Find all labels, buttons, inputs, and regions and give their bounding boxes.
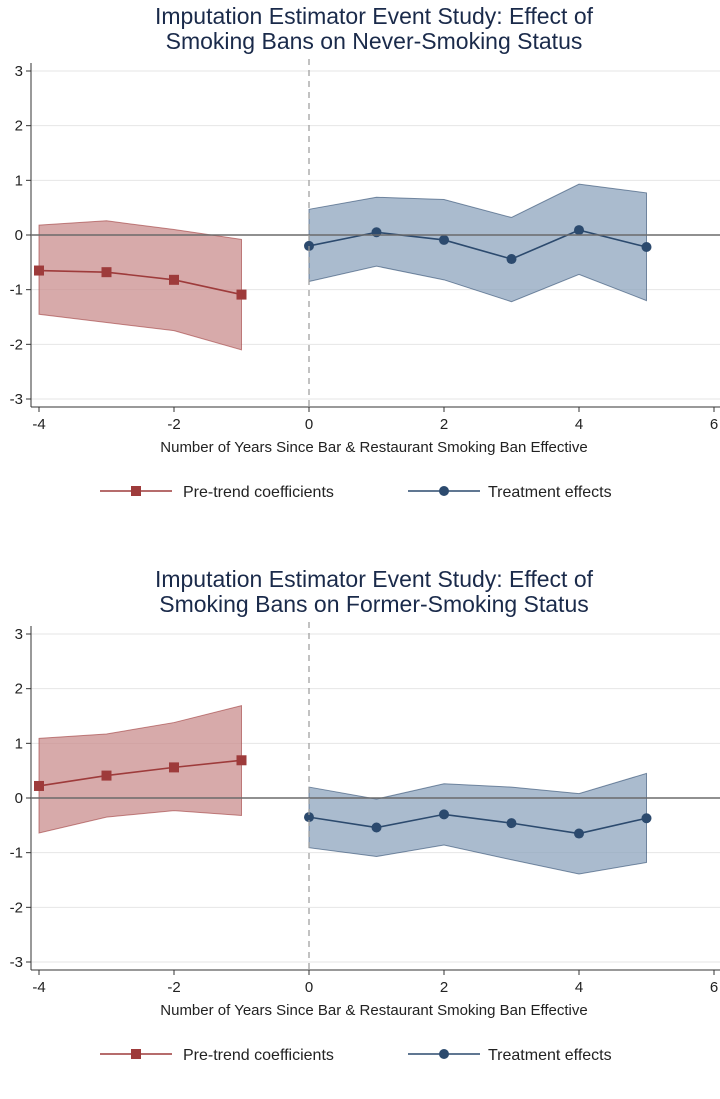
treatment-ci-band: [308, 772, 647, 875]
treatment-marker-x4: [574, 225, 584, 236]
y-tick-label: 1: [15, 735, 23, 752]
treatment-marker-x2: [439, 809, 449, 820]
y-tick-label: -3: [10, 391, 23, 408]
y-tick-label: -2: [10, 336, 23, 353]
y-tick-label: 3: [15, 63, 23, 80]
chart-title-line-1: Imputation Estimator Event Study: Effect…: [155, 3, 594, 29]
chart-title-line-1: Imputation Estimator Event Study: Effect…: [155, 566, 594, 592]
treatment-marker-x5: [641, 813, 652, 824]
treatment-legend-label: Treatment effects: [488, 1047, 612, 1064]
pre-trend-legend-label: Pre-trend coefficients: [183, 484, 334, 501]
x-tick-label: -2: [167, 979, 180, 996]
x-axis-label: Number of Years Since Bar & Restaurant S…: [160, 439, 587, 456]
treatment-marker-x0: [304, 240, 314, 251]
pre-trend-marker-x-4: [34, 780, 44, 791]
x-tick-label: 6: [710, 979, 718, 996]
treatment-marker-x1: [371, 822, 382, 833]
y-tick-label: 0: [15, 227, 23, 244]
x-tick-label: -4: [32, 416, 45, 433]
pre-trend-series-line: [38, 759, 242, 787]
chart-title-line-2: Smoking Bans on Never-Smoking Status: [166, 28, 583, 54]
y-tick-label: 1: [15, 172, 23, 189]
treatment-marker-x4: [574, 828, 584, 839]
pre-trend-legend-marker: [131, 1049, 141, 1059]
x-tick-label: -2: [167, 416, 180, 433]
pre-trend-marker-x-3: [101, 770, 112, 781]
y-tick-label: 0: [15, 790, 23, 807]
treatment-ci-band: [308, 183, 647, 303]
chart-panel-never-smoking: Imputation Estimator Event Study: Effect…: [0, 0, 720, 531]
treatment-series-line: [308, 813, 647, 835]
treatment-marker-x3: [506, 818, 517, 829]
y-tick-label: 2: [15, 681, 23, 698]
x-tick-label: 2: [440, 416, 448, 433]
treatment-legend-marker: [439, 486, 449, 496]
y-tick-label: 3: [15, 626, 23, 643]
x-tick-label: 0: [305, 979, 313, 996]
treatment-marker-x3: [506, 254, 517, 265]
x-tick-label: 0: [305, 416, 313, 433]
y-tick-label: 2: [15, 118, 23, 135]
x-tick-label: 6: [710, 416, 718, 433]
pre-trend-marker-x-1: [236, 289, 247, 300]
x-tick-label: 2: [440, 979, 448, 996]
x-axis-label: Number of Years Since Bar & Restaurant S…: [160, 1002, 587, 1019]
pre-trend-series-line: [38, 269, 242, 296]
x-tick-label: 4: [575, 979, 583, 996]
chart-never-smoking: Imputation Estimator Event Study: Effect…: [10, 3, 720, 501]
x-tick-label: 4: [575, 416, 583, 433]
y-tick-label: -1: [10, 282, 23, 299]
chart-title-line-2: Smoking Bans on Former-Smoking Status: [159, 591, 589, 617]
pre-trend-ci-band: [38, 704, 242, 834]
x-tick-label: -4: [32, 979, 45, 996]
pre-trend-marker-x-2: [169, 274, 179, 285]
y-tick-label: -2: [10, 899, 23, 916]
pre-trend-marker-x-3: [101, 267, 112, 278]
chart-panel-former-smoking: Imputation Estimator Event Study: Effect…: [0, 563, 720, 1094]
treatment-legend-label: Treatment effects: [488, 484, 612, 501]
pre-trend-legend-marker: [131, 486, 141, 496]
treatment-legend-marker: [439, 1049, 449, 1059]
y-tick-label: -3: [10, 954, 23, 971]
treatment-marker-x1: [371, 227, 382, 238]
pre-trend-marker-x-1: [236, 755, 247, 766]
treatment-marker-x2: [439, 234, 449, 245]
pre-trend-legend-label: Pre-trend coefficients: [183, 1047, 334, 1064]
pre-trend-marker-x-4: [34, 265, 44, 276]
treatment-marker-x0: [304, 812, 314, 823]
treatment-marker-x5: [641, 242, 652, 253]
y-tick-label: -1: [10, 845, 23, 862]
chart-former-smoking: Imputation Estimator Event Study: Effect…: [10, 566, 720, 1064]
pre-trend-ci-band: [38, 220, 242, 351]
pre-trend-marker-x-2: [169, 762, 179, 773]
